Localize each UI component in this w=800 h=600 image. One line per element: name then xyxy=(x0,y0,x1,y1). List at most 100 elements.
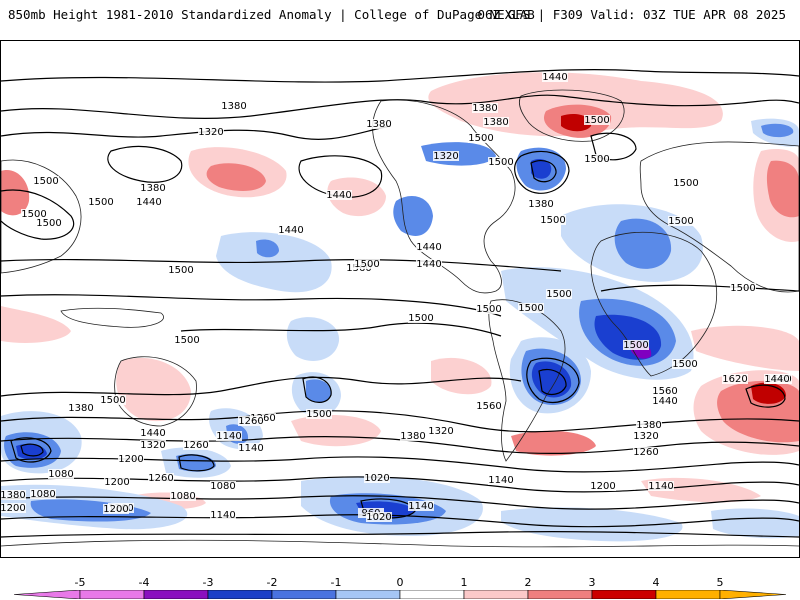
contour-label-background xyxy=(468,133,494,143)
contour-label-background xyxy=(174,335,200,345)
contour-line xyxy=(107,145,183,183)
contour-label: 1080 xyxy=(210,481,235,492)
contour-label-background xyxy=(400,431,426,441)
contour-label-background xyxy=(278,225,304,235)
africa-coast xyxy=(590,231,718,377)
colorbar-tick-label: 5 xyxy=(716,576,724,589)
contour-label: 1500 xyxy=(730,283,755,294)
contour-label: 1560 xyxy=(652,386,677,397)
contour-label: 1380 xyxy=(528,199,553,210)
contour-label-background xyxy=(103,504,129,514)
contour-label-background xyxy=(623,340,649,350)
title-bar: 850mb Height 1981-2010 Standardized Anom… xyxy=(0,0,800,34)
contour-label: 1320 xyxy=(633,431,658,442)
contour-label: 1200 xyxy=(1,503,26,514)
contour-label-background xyxy=(104,477,130,487)
colorbar-tick-label: 2 xyxy=(524,576,532,589)
contour-label: 1440 xyxy=(136,197,161,208)
contour-label: 1200 xyxy=(103,504,128,515)
map-canvas: 1440 1380 1320 1380 1500 1380 1440 1440 1500 1500… xyxy=(1,69,799,548)
contour-label-background xyxy=(633,431,659,441)
colorbar-segment xyxy=(591,590,657,599)
contour-label-background xyxy=(88,197,114,207)
anomaly-map[interactable]: 1440 1380 1320 1380 1500 1380 1440 1440 1500 1500… xyxy=(0,40,800,558)
contour-label: 1320 xyxy=(428,426,453,437)
contour-line xyxy=(302,376,332,403)
contour-line xyxy=(298,155,383,198)
contour-label-background xyxy=(100,395,126,405)
contour-label-background xyxy=(216,431,242,441)
contour-label-background xyxy=(730,283,756,293)
contour-label: 1440 xyxy=(140,428,165,439)
contour-label-background xyxy=(210,481,236,491)
negative-anomaly-region xyxy=(711,508,799,539)
colorbar-right-arrow xyxy=(719,590,787,599)
positive-anomaly-region xyxy=(431,357,492,395)
contour-label: 1260 xyxy=(633,447,658,458)
colorbar-segment xyxy=(527,590,593,599)
contour-label: 1140 xyxy=(210,510,235,521)
contour-label: 1200 xyxy=(104,477,129,488)
contour-label: 1140 xyxy=(408,501,433,512)
positive-anomaly-region xyxy=(291,415,381,447)
contour-label-background xyxy=(48,469,74,479)
contour-label: 1440 xyxy=(416,242,441,253)
contour-label: 1500 xyxy=(100,395,125,406)
colorbar-tick-label: -4 xyxy=(138,576,150,589)
contour-line xyxy=(1,258,562,272)
contour-label-background xyxy=(210,510,236,520)
contour-label-background xyxy=(584,115,610,125)
contour-label-background xyxy=(118,454,144,464)
contour-label: 1260 xyxy=(183,440,208,451)
contour-label-background xyxy=(472,103,498,113)
contour-label-background xyxy=(408,501,434,511)
contour-label-background xyxy=(21,209,47,219)
contour-label-background xyxy=(36,218,62,228)
contour-label: 1500 xyxy=(673,178,698,189)
contour-label: 1500 xyxy=(306,409,331,420)
contour-line xyxy=(530,160,557,183)
contour-label-background xyxy=(366,119,392,129)
contour-label: 1500 xyxy=(408,313,433,324)
contour-label-background xyxy=(326,190,352,200)
contour-label: 1320 xyxy=(140,440,165,451)
contour-label-background xyxy=(408,313,434,323)
contour-label: 1500 xyxy=(584,154,609,165)
contour-label-background xyxy=(198,127,224,137)
contour-line xyxy=(1,410,799,433)
contour-label-background xyxy=(416,242,442,252)
contour-label-background xyxy=(33,176,59,186)
negative-anomaly-region xyxy=(761,123,794,138)
contour-label-background xyxy=(546,289,572,299)
contour-label-background xyxy=(672,359,698,369)
contour-label: 1440 xyxy=(652,396,677,407)
contour-line xyxy=(10,437,52,463)
contour-label: 1440 xyxy=(416,259,441,270)
contour-label: 1140 xyxy=(216,431,241,442)
contour-label: 1380 xyxy=(472,103,497,114)
contour-label-background xyxy=(416,259,442,269)
contour-label: 1380 xyxy=(140,183,165,194)
contour-label: 1440 xyxy=(542,72,567,83)
contour-label-background xyxy=(476,304,502,314)
indonesia-coast xyxy=(60,307,164,328)
contour-label: 1440 xyxy=(326,190,351,201)
contour-line xyxy=(1,531,799,538)
contour-label-background xyxy=(636,420,662,430)
contour-label: 1500 xyxy=(518,303,543,314)
negative-anomaly-region xyxy=(256,239,279,258)
contour-label-background xyxy=(433,151,459,161)
contour-label: 1500 xyxy=(168,265,193,276)
contour-label-background xyxy=(673,178,699,188)
contour-line xyxy=(180,322,502,337)
contour-label-background xyxy=(238,443,264,453)
contour-label: 1080 xyxy=(30,489,55,500)
contour-label: 1500 xyxy=(668,216,693,227)
contour-label-background xyxy=(488,475,514,485)
contour-label-background xyxy=(306,409,332,419)
negative-anomaly-region xyxy=(614,218,672,269)
eurasia-coast xyxy=(639,141,799,293)
contour-label: 1500 xyxy=(36,218,61,229)
contour-label-background xyxy=(652,386,678,396)
contour-label-background xyxy=(528,199,554,209)
